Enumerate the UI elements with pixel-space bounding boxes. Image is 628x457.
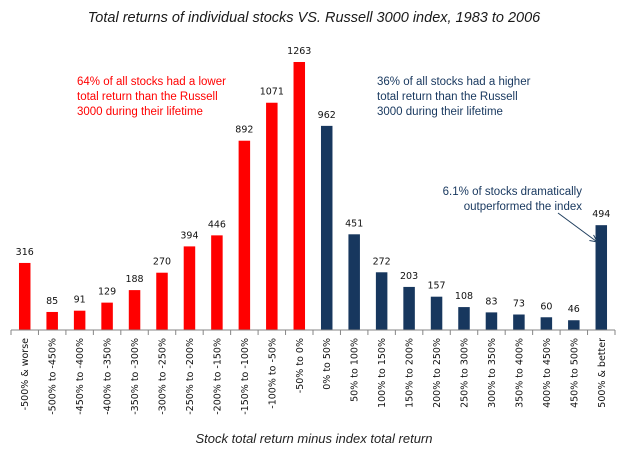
x-axis-title: Stock total return minus index total ret… (195, 431, 432, 446)
bar (211, 235, 223, 330)
bar (595, 225, 608, 330)
bar (73, 310, 86, 330)
x-tick-label: -200% to -150% (212, 338, 223, 415)
bar (430, 296, 443, 330)
data-label: 129 (98, 287, 116, 298)
x-tick-label: 500% & better (597, 338, 608, 408)
data-label: 316 (16, 247, 34, 258)
x-tick-label: -450% to -400% (75, 338, 86, 415)
annotation-dramatic-outperform: 6.1% of stocks dramatically outperformed … (443, 186, 583, 213)
data-label: 83 (485, 296, 497, 307)
annotation-line: 3000 during their lifetime (377, 106, 503, 118)
data-label: 892 (235, 125, 253, 136)
data-label: 91 (74, 295, 86, 306)
x-tick-label: -100% to -50% (267, 338, 278, 409)
x-tick-label: -400% to -350% (103, 338, 114, 415)
data-label: 494 (592, 209, 610, 220)
data-label: 1263 (287, 46, 311, 57)
bar (348, 234, 360, 330)
x-tick-label: -500% & worse (20, 338, 31, 410)
chart-title: Total returns of individual stocks VS. R… (88, 10, 541, 26)
bar (266, 102, 278, 330)
data-label: 108 (455, 291, 473, 302)
annotation-line: total return than the Russell (377, 91, 518, 103)
data-label: 446 (208, 219, 226, 230)
data-label: 962 (318, 110, 336, 121)
x-tick-label: 100% to 150% (377, 338, 388, 408)
bar (458, 307, 470, 330)
x-tick-label: -300% to -250% (158, 338, 169, 415)
bar (128, 290, 141, 330)
bar (403, 286, 415, 330)
x-tick-label: -500% to -450% (48, 338, 59, 415)
x-axis-ticks (10, 330, 616, 335)
bar (513, 314, 525, 330)
annotation-arrow (557, 212, 599, 243)
x-tick-label: 250% to 300% (460, 338, 471, 408)
data-label: 203 (400, 271, 418, 282)
x-tick-label: 350% to 400% (514, 338, 525, 408)
data-label: 85 (46, 296, 58, 307)
data-label: 46 (568, 304, 580, 315)
data-labels-layer: 316 85 91 129 188 270 394 446 892 1071 1263 962 451 2… (16, 46, 611, 315)
arrow-shaft (557, 212, 598, 243)
bar (293, 62, 306, 330)
annotation-line: 36% of all stocks had a higher (377, 76, 531, 88)
bars-layer (18, 62, 608, 330)
data-label: 272 (373, 256, 391, 267)
annotation-line: total return than the Russell (77, 91, 218, 103)
annotation-line: 6.1% of stocks dramatically (443, 186, 583, 198)
data-label: 1071 (260, 87, 284, 98)
annotation-line: 64% of all stocks had a lower (77, 76, 226, 88)
arrow-head (589, 234, 599, 243)
x-tick-label: 150% to 200% (405, 338, 416, 408)
bar (320, 125, 333, 330)
bar (568, 320, 580, 330)
x-tick-label: -150% to -100% (240, 338, 251, 415)
x-tick-label: -50% to 0% (295, 338, 306, 393)
data-label: 60 (540, 301, 552, 312)
annotation-line: 3000 during their lifetime (77, 106, 203, 118)
annotation-lower-returns: 64% of all stocks had a lower total retur… (77, 76, 226, 118)
data-label: 73 (513, 299, 525, 310)
x-axis-tick-labels: -500% & worse -500% to -450% -450% to -400… (20, 338, 608, 415)
bar (101, 302, 113, 330)
x-tick-label: -250% to -200% (185, 338, 196, 415)
bar (18, 262, 31, 330)
bar (485, 312, 498, 330)
x-tick-label: -350% to -300% (130, 338, 141, 415)
data-label: 188 (125, 274, 143, 285)
bar (375, 272, 388, 330)
annotation-line: outperformed the index (464, 201, 583, 213)
x-tick-label: 200% to 250% (432, 338, 443, 408)
x-tick-label: 0% to 50% (322, 338, 333, 390)
x-tick-label: 450% to 500% (569, 338, 580, 408)
bar (156, 272, 168, 330)
data-label: 270 (153, 257, 171, 268)
annotation-higher-returns: 36% of all stocks had a higher total retu… (377, 76, 531, 118)
data-label: 394 (180, 230, 198, 241)
bar (46, 311, 58, 330)
x-tick-label: 300% to 350% (487, 338, 498, 408)
x-tick-label: 400% to 450% (542, 338, 553, 408)
bar (540, 317, 553, 330)
bar (183, 246, 196, 330)
data-label: 157 (427, 281, 445, 292)
x-tick-label: 50% to 100% (350, 338, 361, 402)
bar (238, 140, 251, 330)
data-label: 451 (345, 218, 363, 229)
